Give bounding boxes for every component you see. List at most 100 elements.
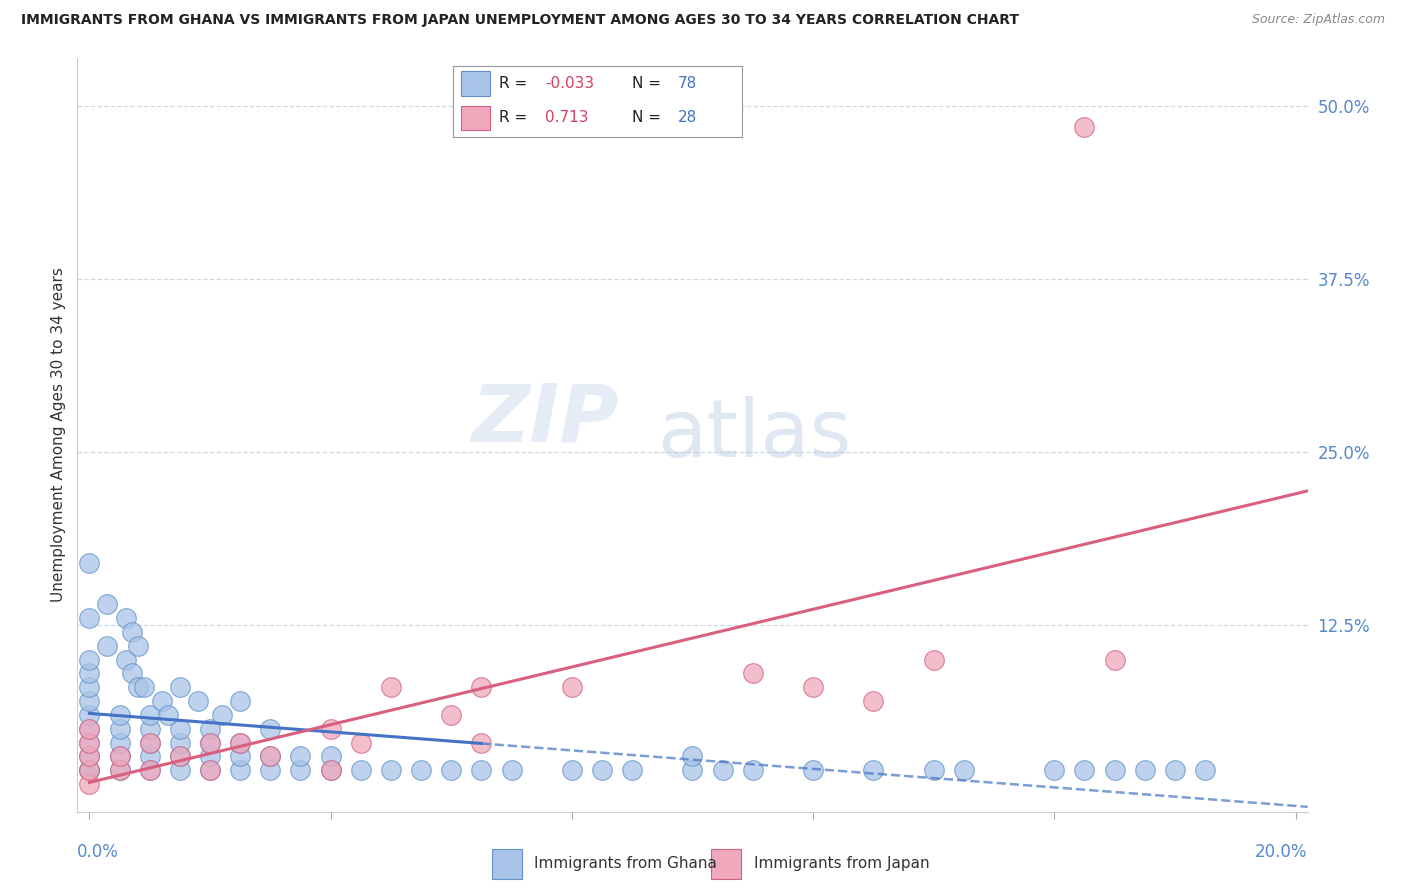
Point — [229, 735, 252, 749]
Point — [922, 652, 945, 666]
Text: Immigrants from Japan: Immigrants from Japan — [754, 855, 929, 871]
Point — [79, 666, 101, 681]
Point — [229, 749, 252, 764]
Text: R =: R = — [499, 111, 531, 125]
Point — [198, 763, 221, 777]
Point — [1043, 763, 1066, 777]
Point — [79, 777, 101, 791]
Point — [138, 722, 160, 736]
Point — [108, 749, 131, 764]
Point — [150, 694, 173, 708]
Point — [156, 707, 179, 722]
Point — [259, 749, 281, 764]
Point — [79, 611, 101, 625]
Point — [319, 763, 342, 777]
Point — [79, 763, 101, 777]
Text: R =: R = — [499, 76, 531, 91]
Point — [79, 652, 101, 666]
Point — [953, 763, 976, 777]
Point — [198, 763, 221, 777]
Point — [1104, 652, 1126, 666]
Text: ZIP: ZIP — [471, 381, 619, 458]
Point — [561, 680, 583, 694]
Point — [440, 763, 463, 777]
Point — [198, 749, 221, 764]
Point — [380, 680, 402, 694]
Point — [138, 735, 160, 749]
Bar — [461, 105, 491, 130]
Point — [108, 749, 131, 764]
Point — [138, 763, 160, 777]
Point — [711, 763, 734, 777]
Point — [290, 749, 312, 764]
Point — [114, 652, 136, 666]
Point — [1073, 763, 1095, 777]
Point — [138, 707, 160, 722]
Point — [682, 763, 704, 777]
Point — [319, 722, 342, 736]
Point — [561, 763, 583, 777]
Point — [79, 749, 101, 764]
Text: IMMIGRANTS FROM GHANA VS IMMIGRANTS FROM JAPAN UNEMPLOYMENT AMONG AGES 30 TO 34 : IMMIGRANTS FROM GHANA VS IMMIGRANTS FROM… — [21, 13, 1019, 28]
Point — [350, 735, 373, 749]
Text: 20.0%: 20.0% — [1256, 843, 1308, 861]
Point — [470, 680, 492, 694]
Point — [198, 735, 221, 749]
Point — [862, 763, 884, 777]
Point — [127, 680, 149, 694]
Point — [169, 763, 191, 777]
Point — [169, 749, 191, 764]
Point — [121, 624, 143, 639]
Point — [79, 763, 101, 777]
Point — [79, 735, 101, 749]
Point — [138, 735, 160, 749]
Point — [108, 707, 131, 722]
Text: N =: N = — [631, 76, 665, 91]
Point — [138, 749, 160, 764]
Point — [319, 763, 342, 777]
Point — [108, 722, 131, 736]
Point — [114, 611, 136, 625]
Point — [198, 735, 221, 749]
Point — [591, 763, 613, 777]
Point — [229, 735, 252, 749]
Bar — [711, 849, 741, 880]
Point — [922, 763, 945, 777]
Text: Immigrants from Ghana: Immigrants from Ghana — [534, 855, 717, 871]
Point — [79, 707, 101, 722]
Point — [169, 722, 191, 736]
Point — [290, 763, 312, 777]
Point — [108, 763, 131, 777]
Point — [862, 694, 884, 708]
Point — [108, 735, 131, 749]
Text: 28: 28 — [678, 111, 697, 125]
Point — [621, 763, 644, 777]
Point — [127, 639, 149, 653]
Point — [79, 556, 101, 570]
Point — [229, 763, 252, 777]
Point — [1164, 763, 1187, 777]
Text: 0.0%: 0.0% — [77, 843, 120, 861]
Point — [79, 680, 101, 694]
Point — [1194, 763, 1216, 777]
Point — [229, 694, 252, 708]
Point — [380, 763, 402, 777]
Text: -0.033: -0.033 — [546, 76, 595, 91]
Point — [259, 722, 281, 736]
Point — [79, 763, 101, 777]
Point — [187, 694, 209, 708]
Point — [169, 735, 191, 749]
Text: 0.713: 0.713 — [546, 111, 589, 125]
Point — [801, 680, 824, 694]
Text: Source: ZipAtlas.com: Source: ZipAtlas.com — [1251, 13, 1385, 27]
Point — [96, 639, 118, 653]
Point — [79, 722, 101, 736]
Point — [79, 694, 101, 708]
Bar — [461, 71, 491, 95]
Point — [501, 763, 523, 777]
Point — [79, 722, 101, 736]
Point — [319, 749, 342, 764]
Point — [132, 680, 155, 694]
Point — [1104, 763, 1126, 777]
Point — [440, 707, 463, 722]
